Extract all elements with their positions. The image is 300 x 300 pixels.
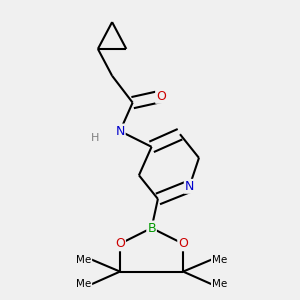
Text: Me: Me bbox=[76, 279, 91, 289]
Text: N: N bbox=[185, 180, 194, 193]
Text: N: N bbox=[115, 124, 125, 138]
Text: B: B bbox=[147, 221, 156, 235]
Text: O: O bbox=[156, 90, 166, 103]
Text: Me: Me bbox=[212, 279, 227, 289]
Text: Me: Me bbox=[212, 255, 227, 265]
Text: O: O bbox=[115, 237, 125, 250]
Text: Me: Me bbox=[76, 255, 91, 265]
Text: O: O bbox=[178, 237, 188, 250]
Text: H: H bbox=[91, 133, 99, 143]
